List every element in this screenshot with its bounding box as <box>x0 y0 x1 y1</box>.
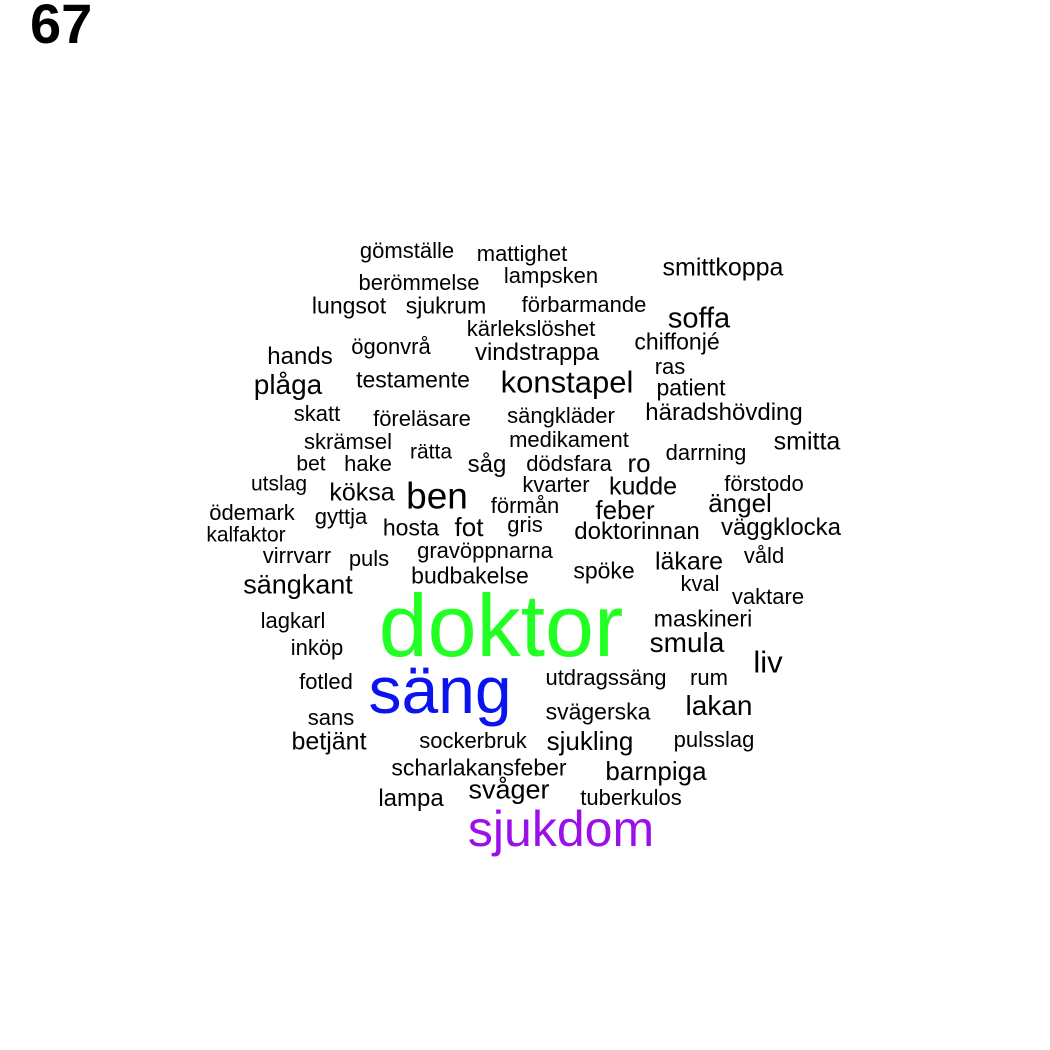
cloud-word: kärlekslöshet <box>466 316 596 341</box>
cloud-word: doktorinnan <box>574 518 700 545</box>
cloud-word: utslag <box>250 472 308 496</box>
cloud-word: vindstrappa <box>474 339 600 366</box>
cloud-word: föreläsare <box>373 406 471 431</box>
cloud-word: sockerbruk <box>419 728 527 753</box>
cloud-word: gömställe <box>359 238 455 263</box>
cloud-word: medikament <box>509 427 629 452</box>
cloud-word: maskineri <box>653 605 753 632</box>
cloud-word: förmån <box>490 493 560 518</box>
cloud-word: fot <box>454 512 484 542</box>
cloud-word: puls <box>348 546 390 571</box>
cloud-word: chiffonjé <box>634 328 720 355</box>
cloud-word: väggklocka <box>720 514 842 541</box>
cloud-word: patient <box>656 374 726 401</box>
cloud-word: plåga <box>253 369 323 400</box>
cloud-word: liv <box>753 644 783 680</box>
cloud-word: fotled <box>299 669 353 694</box>
cloud-word: kalfaktor <box>206 523 286 547</box>
cloud-word: lampsken <box>503 263 599 288</box>
cloud-word: pulsslag <box>673 727 755 752</box>
cloud-word: ödemark <box>209 500 295 525</box>
panel-number: 67 <box>30 0 93 55</box>
cloud-word: förbarmande <box>521 292 647 317</box>
cloud-word: barnpiga <box>605 756 707 786</box>
cloud-word: dödsfara <box>526 451 612 476</box>
cloud-word: tuberkulos <box>580 785 682 810</box>
cloud-word: bet <box>296 452 326 476</box>
cloud-word: budbakelse <box>411 562 529 589</box>
cloud-word: inköp <box>290 635 344 660</box>
cloud-word: hosta <box>382 514 440 541</box>
cloud-word: berömmelse <box>358 270 480 295</box>
cloud-word: svåger <box>468 774 550 805</box>
cloud-word: mattighet <box>476 241 568 266</box>
cloud-word: sängkant <box>243 569 353 600</box>
cloud-word: rum <box>690 665 728 690</box>
cloud-word: betjänt <box>291 727 367 756</box>
cloud-word: såg <box>467 451 507 478</box>
cloud-word: hands <box>267 343 333 370</box>
cloud-word: sans <box>307 705 355 730</box>
cloud-word: gyttja <box>314 504 368 529</box>
cloud-word: ben <box>406 475 468 517</box>
cloud-word: gravöppnarna <box>417 538 553 563</box>
cloud-word: svägerska <box>545 698 651 725</box>
cloud-word: kval <box>680 571 720 596</box>
cloud-word: lakan <box>685 690 753 721</box>
cloud-word: sjukling <box>546 726 634 756</box>
cloud-word: ängel <box>708 488 772 518</box>
cloud-word: förstodo <box>724 471 804 496</box>
cloud-word: smittkoppa <box>662 253 784 282</box>
cloud-word: rätta <box>409 440 453 464</box>
cloud-word: scharlakansfeber <box>391 754 567 781</box>
cloud-word: smitta <box>773 427 841 456</box>
cloud-word: kvarter <box>522 472 590 497</box>
cloud-word: häradshövding <box>645 399 803 426</box>
cloud-word: testamente <box>356 366 470 393</box>
cloud-word: feber <box>595 495 655 525</box>
cloud-word: darrning <box>665 440 747 465</box>
cloud-word: säng <box>368 653 512 727</box>
cloud-word: lagkarl <box>260 608 326 633</box>
cloud-word: lampa <box>378 785 444 812</box>
cloud-word: ögonvrå <box>351 334 431 359</box>
cloud-word: lungsot <box>311 292 387 319</box>
cloud-word: våld <box>743 543 785 568</box>
cloud-word: skrämsel <box>303 429 393 454</box>
cloud-word: spöke <box>573 557 635 584</box>
cloud-word: kudde <box>608 472 678 501</box>
cloud-word: virrvarr <box>262 543 332 568</box>
cloud-word: gris <box>507 512 543 537</box>
cloud-word: vaktare <box>731 584 805 609</box>
cloud-word: konstapel <box>500 364 634 400</box>
cloud-word: sjukrum <box>405 292 487 319</box>
cloud-word: ras <box>654 354 686 379</box>
cloud-word: doktor <box>378 576 624 675</box>
cloud-word: läkare <box>654 547 724 576</box>
cloud-word: hake <box>344 451 392 476</box>
cloud-word: ro <box>627 448 651 478</box>
cloud-word: sängkläder <box>507 403 615 428</box>
cloud-word: skatt <box>293 401 341 426</box>
cloud-word: köksa <box>329 478 395 507</box>
cloud-word: utdragssäng <box>545 665 667 690</box>
cloud-word: soffa <box>667 302 731 335</box>
cloud-word: sjukdom <box>467 801 655 857</box>
cloud-word: smula <box>649 627 725 658</box>
